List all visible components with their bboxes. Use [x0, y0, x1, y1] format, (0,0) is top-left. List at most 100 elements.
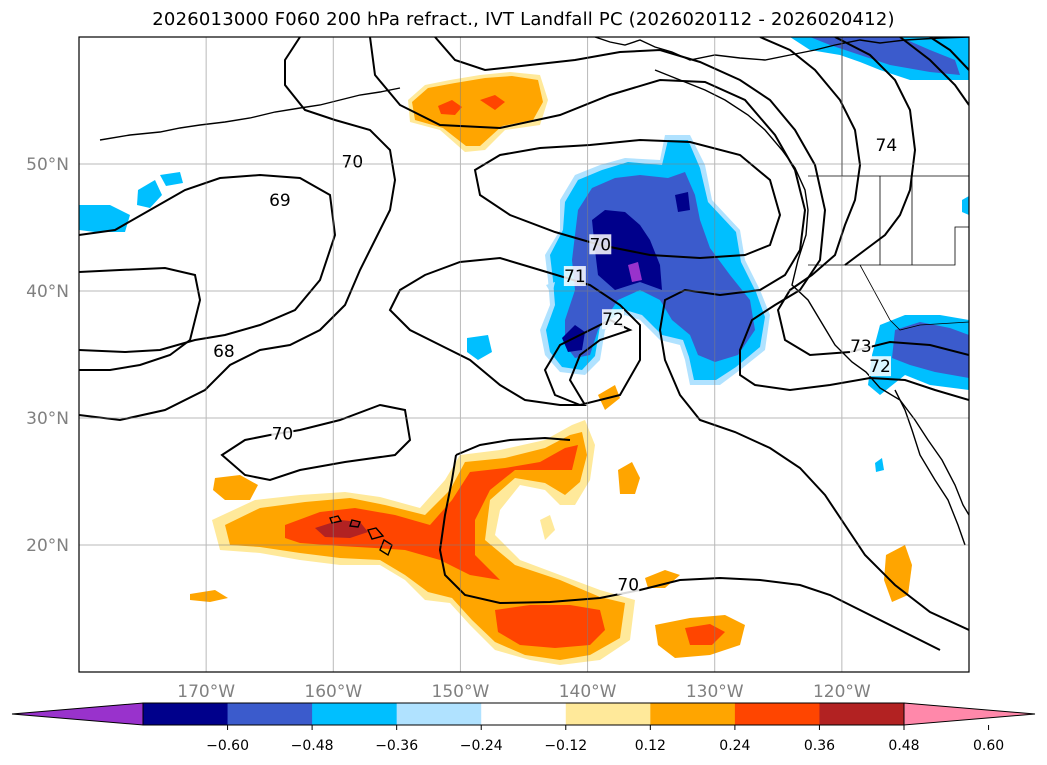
contour-label: 68 [213, 342, 235, 362]
colorbar-tick-label: −0.60 [206, 738, 249, 754]
height-contour [369, 37, 969, 631]
height-contour [388, 256, 641, 407]
height-contour [834, 37, 917, 266]
island-chain [99, 87, 401, 141]
lat-tick-label: 40°N [26, 282, 69, 302]
colorbar-swatch [143, 703, 229, 725]
colorbar-swatch [650, 703, 736, 725]
colorbar-swatch [565, 703, 651, 725]
contour-label: 69 [269, 191, 291, 211]
colorbar-swatch [819, 703, 905, 725]
gridlines [79, 37, 969, 672]
height-contour [929, 37, 969, 71]
state-border [808, 37, 969, 331]
colorbar-extend-max [903, 702, 1036, 726]
contour-label-bg [271, 423, 294, 444]
colorbar-tick-label: 0.36 [804, 738, 835, 754]
longitude-tick-labels: 170°W 160°W 150°W 140°W 130°W 120°W [177, 682, 871, 702]
colorbar-tick-label: −0.12 [544, 738, 587, 754]
positive-anomaly-region [480, 95, 505, 110]
height-contour [79, 37, 397, 422]
negative-anomaly-region [675, 192, 690, 212]
contour-label-bg [869, 356, 891, 377]
contour-label-bg [617, 574, 640, 595]
coastlines [99, 37, 969, 557]
positive-anomaly-region [884, 545, 912, 602]
height-contour [455, 436, 571, 456]
height-contour [473, 138, 782, 260]
contour-label: 70 [272, 425, 294, 445]
lon-tick-label: 150°W [432, 682, 490, 702]
positive-anomaly-region [315, 520, 368, 538]
colorbar-tick-label: 0.60 [973, 738, 1004, 754]
contour-label-bg [602, 309, 624, 330]
positive-anomaly-region [213, 475, 258, 500]
positive-anomaly-region [540, 515, 555, 540]
latitude-tick-labels: 50°N 40°N 30°N 20°N [26, 155, 69, 556]
colorbar-swatch [481, 703, 567, 725]
height-contour [220, 403, 412, 482]
contour-label: 72 [602, 310, 624, 330]
colorbar-tick-label: −0.24 [460, 738, 503, 754]
colorbar-swatch [227, 703, 313, 725]
lat-tick-label: 30°N [26, 409, 69, 429]
negative-anomaly-region [628, 262, 642, 282]
contour-label-bg [341, 151, 364, 172]
negative-anomaly-region [79, 205, 130, 232]
positive-anomaly-region [495, 605, 605, 648]
lon-tick-label: 130°W [686, 682, 744, 702]
lon-tick-label: 120°W [813, 682, 871, 702]
plot-title: 2026013000 F060 200 hPa refract., IVT La… [152, 9, 895, 30]
contour-label-bg [589, 234, 612, 255]
lat-tick-label: 20°N [26, 536, 69, 556]
colorbar-tick-label: 0.24 [719, 738, 750, 754]
colorbar-frame [142, 702, 905, 726]
contour-label: 70 [342, 153, 364, 173]
political-borders [808, 37, 969, 331]
contour-label: 70 [617, 576, 639, 596]
height-contour [79, 266, 202, 371]
lon-tick-label: 160°W [304, 682, 362, 702]
contour-label: 70 [589, 235, 611, 255]
negative-anomaly-region [810, 37, 960, 75]
negative-anomaly-region [546, 282, 555, 295]
colorbar-tick-label: −0.48 [291, 738, 334, 754]
negative-anomaly-region [467, 335, 492, 360]
colorbar [11, 702, 1036, 726]
contour-label: 73 [850, 337, 872, 357]
positive-anomaly-region [618, 462, 640, 494]
hawaii-islands [329, 515, 393, 557]
map-frame [78, 36, 970, 673]
negative-anomaly-region [875, 458, 884, 472]
colorbar-tick-label: −0.36 [375, 738, 418, 754]
height-contour [434, 37, 969, 401]
positive-anomaly-region [190, 590, 228, 602]
negative-anomaly-region [137, 180, 162, 208]
contour-label-bg [268, 189, 291, 210]
positive-anomaly-region [285, 445, 578, 580]
colorbar-tick-labels: −0.60 −0.48 −0.36 −0.24 −0.12 0.12 0.24 0.36 0.4… [206, 725, 1004, 754]
colorbar-tick-label: 0.48 [888, 738, 919, 754]
north-america-coastline [594, 37, 969, 61]
contour-label: 71 [564, 267, 586, 287]
contour-label-bg [875, 135, 898, 156]
baja-coastline [894, 389, 966, 546]
negative-anomaly-region [962, 196, 969, 215]
positive-anomaly-region [438, 100, 462, 115]
colorbar-swatch [396, 703, 482, 725]
contour-label: 72 [869, 357, 891, 377]
contour-label-bg [849, 335, 872, 356]
colorbar-tick-label: 0.12 [635, 738, 666, 754]
contour-label-bg [563, 266, 586, 287]
colorbar-extend-min [11, 702, 144, 726]
north-america-coastline [654, 69, 969, 516]
colorbar-swatch [312, 703, 398, 725]
colorbar-swatch [734, 703, 820, 725]
positive-anomaly-region [645, 570, 680, 588]
negative-anomaly-region [892, 322, 969, 378]
positive-anomaly-region [412, 76, 543, 146]
negative-anomaly-region [160, 172, 183, 186]
height-contour [899, 37, 969, 106]
contour-label-bg [212, 340, 235, 361]
